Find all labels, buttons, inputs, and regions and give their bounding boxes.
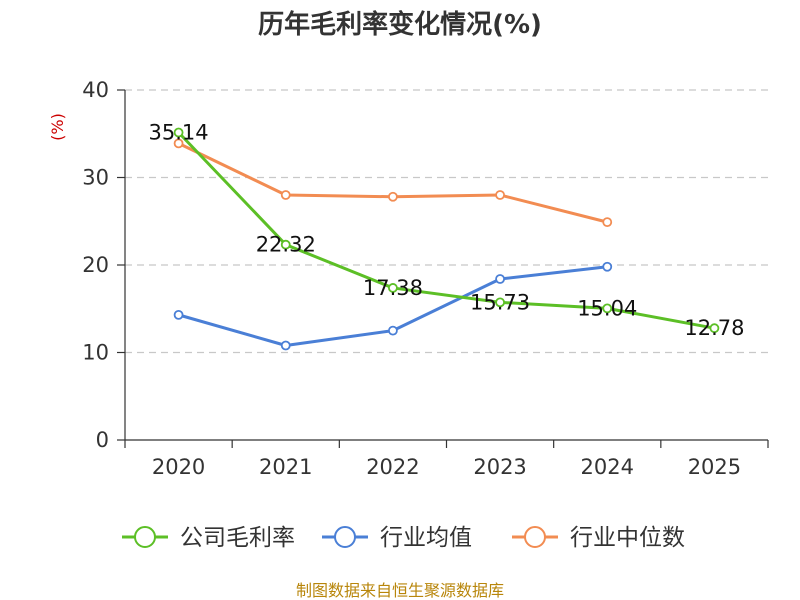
data-point	[173, 127, 184, 138]
data-point	[173, 309, 184, 320]
data-label: 15.73	[470, 290, 530, 314]
data-point	[709, 323, 720, 334]
data-point	[388, 283, 398, 293]
data-point	[280, 190, 291, 200]
legend-swatch-marker	[334, 526, 356, 548]
axis-layer: 0 10 20 30 40 2020 2021 2022 2023 2024 2025	[82, 78, 769, 479]
data-point	[388, 191, 398, 202]
x-tick-label: 2021	[259, 455, 312, 479]
data-point	[495, 274, 505, 284]
y-axis-label: (%)	[48, 113, 67, 141]
legend-swatch-marker	[134, 526, 156, 548]
x-tick-label: 2020	[152, 455, 205, 479]
series-layer	[173, 127, 720, 351]
source-note: 制图数据来自恒生聚源数据库	[296, 581, 504, 600]
y-tick-label: 40	[82, 78, 109, 102]
data-point	[280, 340, 291, 351]
y-tick-label: 10	[82, 341, 109, 365]
data-point	[173, 138, 184, 149]
label-layer: 35.14 22.32 17.38 15.73 15.04 12.78	[149, 121, 745, 341]
data-label: 12.78	[684, 316, 744, 340]
y-tick-label: 30	[82, 166, 109, 190]
x-tick-label: 2023	[473, 455, 526, 479]
legend-swatch-marker	[524, 526, 546, 548]
legend-label: 行业中位数	[570, 525, 685, 551]
data-point	[602, 303, 613, 314]
data-point	[495, 190, 505, 200]
data-label: 22.32	[256, 233, 316, 257]
data-point	[602, 261, 613, 272]
data-point	[280, 239, 291, 250]
grid-layer	[125, 89, 768, 354]
data-point	[602, 217, 613, 228]
chart-title: 历年毛利率变化情况(%)	[258, 9, 542, 40]
data-label: 17.38	[363, 276, 423, 300]
x-tick-label: 2024	[581, 455, 634, 479]
x-tick-label: 2025	[688, 455, 741, 479]
y-tick-label: 0	[96, 428, 109, 452]
y-tick-label: 20	[82, 253, 109, 277]
data-point	[495, 297, 505, 308]
series-line	[177, 142, 608, 224]
legend-label: 公司毛利率	[180, 525, 295, 551]
legend: 公司毛利率 行业均值 行业中位数	[122, 525, 685, 551]
data-label: 35.14	[149, 121, 209, 145]
legend-label: 行业均值	[380, 525, 472, 551]
series-line	[177, 131, 715, 330]
data-point	[388, 325, 398, 336]
data-label: 15.04	[577, 296, 637, 320]
x-tick-label: 2022	[366, 455, 419, 479]
